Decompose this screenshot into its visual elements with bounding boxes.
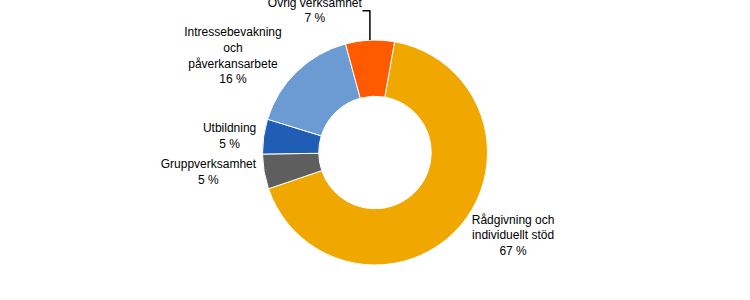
svg-text:Övrig verksamhet7 %: Övrig verksamhet7 % bbox=[268, 0, 363, 25]
svg-text:Gruppverksamhet5 %: Gruppverksamhet5 % bbox=[161, 157, 257, 187]
svg-text:Intressebevakningochpåverkansa: Intressebevakningochpåverkansarbete16 % bbox=[184, 25, 281, 86]
svg-text:Rådgivning ochindividuellt stö: Rådgivning ochindividuellt stöd67 % bbox=[472, 213, 555, 258]
svg-text:Utbildning5 %: Utbildning5 % bbox=[203, 121, 256, 151]
